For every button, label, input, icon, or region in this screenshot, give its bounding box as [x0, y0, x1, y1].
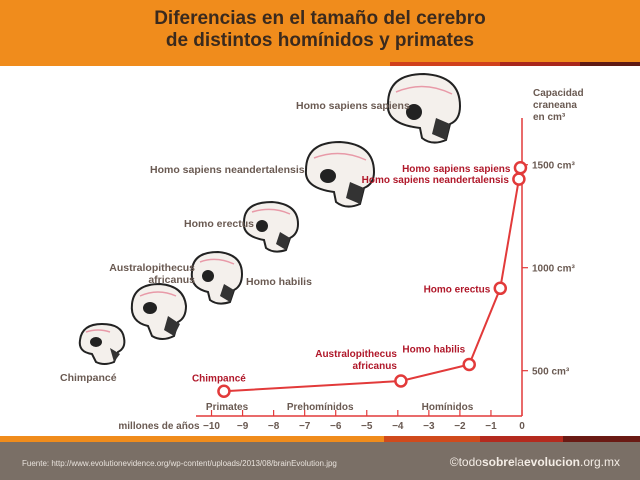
homo-habilis-skull-icon: [190, 250, 244, 305]
brand-suffix: .org.mx: [579, 455, 620, 469]
y-tick-label: 1000 cm³: [532, 264, 575, 275]
skull-label-australopithecus-line2: africanus: [148, 274, 195, 286]
period-label: Prehomínidos: [287, 402, 354, 413]
y-tick-label: 500 cm³: [532, 367, 570, 378]
skull-label-homo-habilis: Homo habilis: [246, 276, 312, 288]
source-text: Fuente: http://www.evolutionevidence.org…: [22, 459, 337, 468]
title-line-2: de distintos homínidos y primates: [165, 30, 475, 51]
skull-label-chimpanzee: Chimpancé: [60, 372, 117, 384]
y-ticks: 500 cm³ 1000 cm³ 1500 cm³: [522, 161, 575, 378]
x-tick-label: −1: [485, 421, 497, 432]
footer-stripe: [0, 436, 640, 442]
data-point: [512, 172, 526, 186]
data-point-label: Homo sapiens sapiens: [402, 164, 511, 175]
data-point-label: Chimpancé: [192, 373, 246, 384]
brand-mid: la: [514, 455, 524, 469]
y-axis-label-line: en cm³: [533, 112, 566, 123]
data-point: [493, 281, 508, 296]
data-point-label: Homo sapiens neandertalensis: [362, 175, 510, 186]
neanderthal-skull-icon: [304, 140, 376, 208]
period-labels: Primates Prehomínidos Homínidos: [206, 402, 474, 413]
skull-label-neanderthal: Homo sapiens neandertalensis: [150, 164, 305, 176]
y-axis-label-line: Capacidad: [533, 88, 584, 99]
data-point: [513, 161, 528, 175]
homo-erectus-skull-icon: [242, 200, 300, 253]
x-tick-label: −2: [454, 421, 466, 432]
data-point: [394, 374, 408, 388]
period-label: Primates: [206, 402, 249, 413]
data-point: [462, 357, 476, 372]
footer: [0, 436, 640, 480]
x-tick-label: −6: [330, 421, 342, 432]
australopithecus-skull-icon: [130, 282, 188, 340]
brand-bold-2: evolucion: [523, 455, 580, 469]
data-point-label: africanus: [352, 361, 397, 372]
x-tick-label: −10: [203, 421, 220, 432]
x-tick-label: −9: [237, 421, 249, 432]
x-tick-label: −8: [268, 421, 280, 432]
data-point-label: Homo habilis: [402, 345, 465, 356]
data-points: [217, 161, 528, 399]
homo-sapiens-skull-icon: [386, 72, 462, 144]
header-stripe-brown: [580, 62, 640, 66]
header-stripe-red: [390, 62, 500, 66]
page-title: Diferencias en el tamaño del cerebro de …: [0, 8, 640, 52]
brand-logo: ©todosobrelaevolucion.org.mx: [450, 455, 620, 469]
brand-prefix: ©todo: [449, 455, 482, 469]
title-line-1: Diferencias en el tamaño del cerebro: [154, 8, 486, 29]
y-tick-label: 1500 cm³: [532, 161, 575, 172]
header-banner: Diferencias en el tamaño del cerebro de …: [0, 0, 640, 62]
x-tick-label: 0: [519, 421, 525, 432]
brand-bold-1: sobre: [481, 455, 515, 469]
x-tick-label: −3: [423, 421, 435, 432]
skull-label-australopithecus: Australopithecus africanus: [100, 262, 195, 286]
chimpanzee-skull-icon: [78, 322, 126, 365]
x-tick-label: −7: [299, 421, 311, 432]
x-tick-label: −5: [361, 421, 373, 432]
header-stripe-orange: [0, 62, 390, 66]
data-point: [217, 384, 231, 399]
skull-label-australopithecus-line1: Australopithecus: [109, 262, 195, 274]
skull-label-homo-erectus: Homo erectus: [184, 218, 255, 230]
data-point-label: Homo erectus: [424, 284, 491, 295]
skull-label-homo-sapiens: Homo sapiens sapiens: [296, 100, 410, 112]
period-label: Homínidos: [422, 402, 474, 413]
data-point-label: Australopithecus: [315, 349, 397, 360]
x-axis-label: millones de años: [118, 421, 200, 432]
x-ticks: −10 −9 −8 −7 −6 −5 −4 −3 −2 −1 0: [203, 410, 525, 432]
header-stripe-darkred: [500, 62, 580, 66]
x-tick-label: −4: [392, 421, 404, 432]
y-axis-label-line: craneana: [533, 100, 577, 111]
